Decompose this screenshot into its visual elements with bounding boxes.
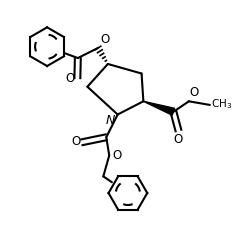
Text: O: O <box>112 149 121 161</box>
Text: O: O <box>190 87 199 99</box>
Text: O: O <box>100 33 109 46</box>
Text: O: O <box>174 133 183 146</box>
Text: O: O <box>72 135 81 148</box>
Text: O: O <box>66 72 75 85</box>
Polygon shape <box>143 101 175 115</box>
Text: N: N <box>106 114 115 127</box>
Text: CH$_3$: CH$_3$ <box>211 97 232 111</box>
